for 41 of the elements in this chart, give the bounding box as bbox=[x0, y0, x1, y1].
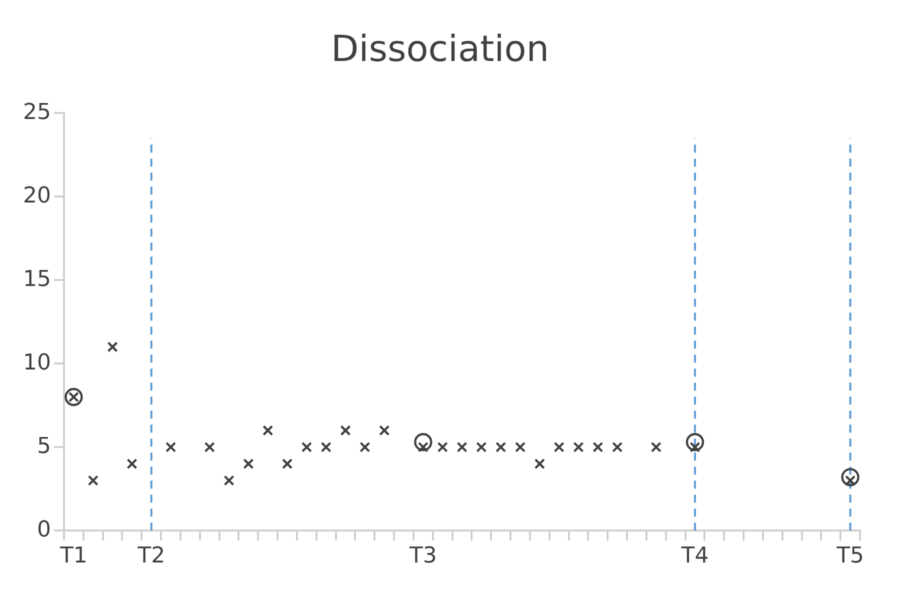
point bbox=[64, 388, 83, 406]
y-tick-label: 15 bbox=[22, 266, 51, 292]
point bbox=[320, 442, 332, 452]
point bbox=[573, 442, 584, 452]
point bbox=[204, 442, 215, 452]
point bbox=[282, 458, 293, 470]
point bbox=[165, 442, 176, 452]
point bbox=[650, 442, 662, 452]
chart-title: Dissociation bbox=[330, 28, 550, 70]
x-tick-label: T1 bbox=[58, 544, 88, 569]
y-tick-label: 5 bbox=[36, 434, 51, 459]
point bbox=[360, 442, 370, 452]
point bbox=[126, 458, 138, 470]
point bbox=[554, 442, 564, 452]
point bbox=[262, 425, 274, 436]
point bbox=[476, 442, 487, 452]
y-tick-label: 20 bbox=[22, 183, 51, 208]
y-tick-label: 10 bbox=[22, 350, 51, 376]
point bbox=[841, 468, 860, 486]
point bbox=[414, 433, 432, 452]
point bbox=[686, 433, 704, 452]
y-tick-label: 25 bbox=[22, 100, 51, 125]
point bbox=[340, 425, 351, 436]
point bbox=[301, 442, 312, 452]
point bbox=[514, 442, 526, 452]
point bbox=[243, 458, 254, 470]
y-tick-label: 0 bbox=[36, 517, 51, 542]
point bbox=[378, 425, 390, 436]
x-tick-label: T5 bbox=[836, 544, 864, 569]
point bbox=[495, 442, 506, 452]
point bbox=[534, 458, 545, 470]
point bbox=[107, 342, 118, 352]
point bbox=[456, 442, 468, 452]
point bbox=[612, 442, 623, 452]
x-tick-label: T4 bbox=[680, 544, 709, 569]
x-tick-label: T3 bbox=[408, 544, 437, 569]
point bbox=[437, 442, 448, 452]
x-tick-label: T2 bbox=[136, 544, 166, 569]
point bbox=[592, 442, 604, 452]
point bbox=[224, 475, 234, 486]
point bbox=[88, 475, 98, 486]
